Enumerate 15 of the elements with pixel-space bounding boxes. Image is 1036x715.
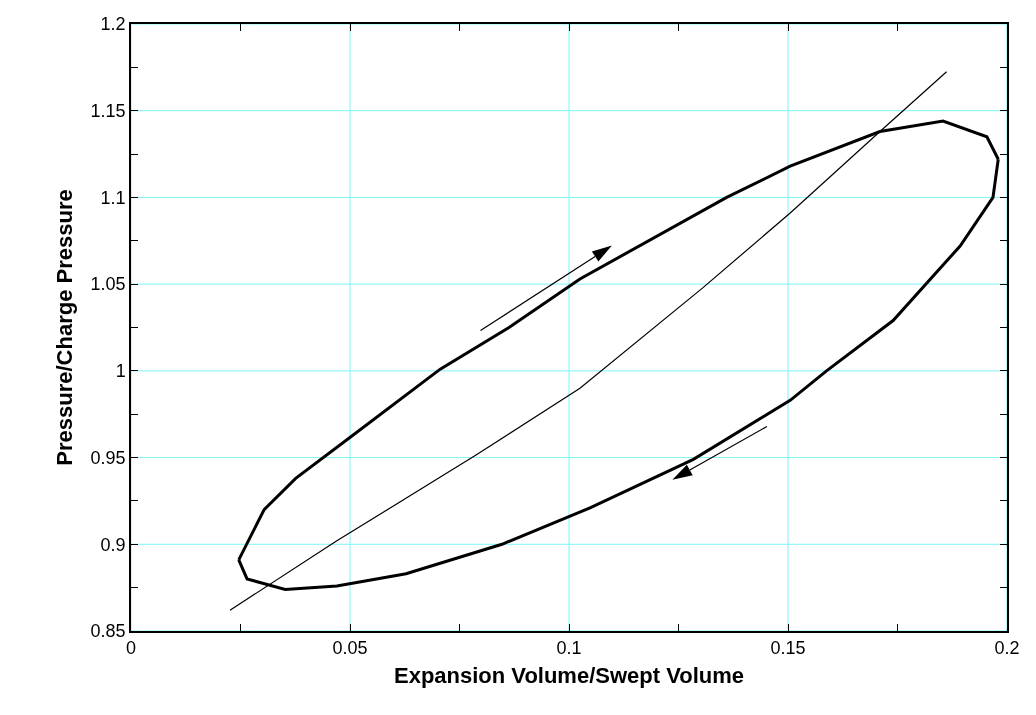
x-tick-label: 0.1	[556, 638, 582, 659]
y-tick-label: 1.2	[100, 14, 126, 35]
x-tick-label: 0	[125, 638, 137, 659]
y-tick-label: 1.05	[90, 274, 126, 295]
x-tick-label: 0.05	[332, 638, 368, 659]
y-tick-label: 1	[115, 361, 126, 382]
x-axis-title: Expansion Volume/Swept Volume	[393, 662, 745, 688]
y-tick-label: 0.95	[90, 447, 126, 468]
y-axis-title: Pressure/Charge Pressure	[51, 189, 77, 466]
y-tick-label: 0.9	[100, 534, 126, 555]
y-tick-label: 0.85	[90, 621, 126, 642]
x-tick-label: 0.15	[770, 638, 806, 659]
y-tick-label: 1.1	[100, 187, 126, 208]
x-tick-label: 0.2	[994, 638, 1020, 659]
y-tick-label: 1.15	[90, 101, 126, 122]
